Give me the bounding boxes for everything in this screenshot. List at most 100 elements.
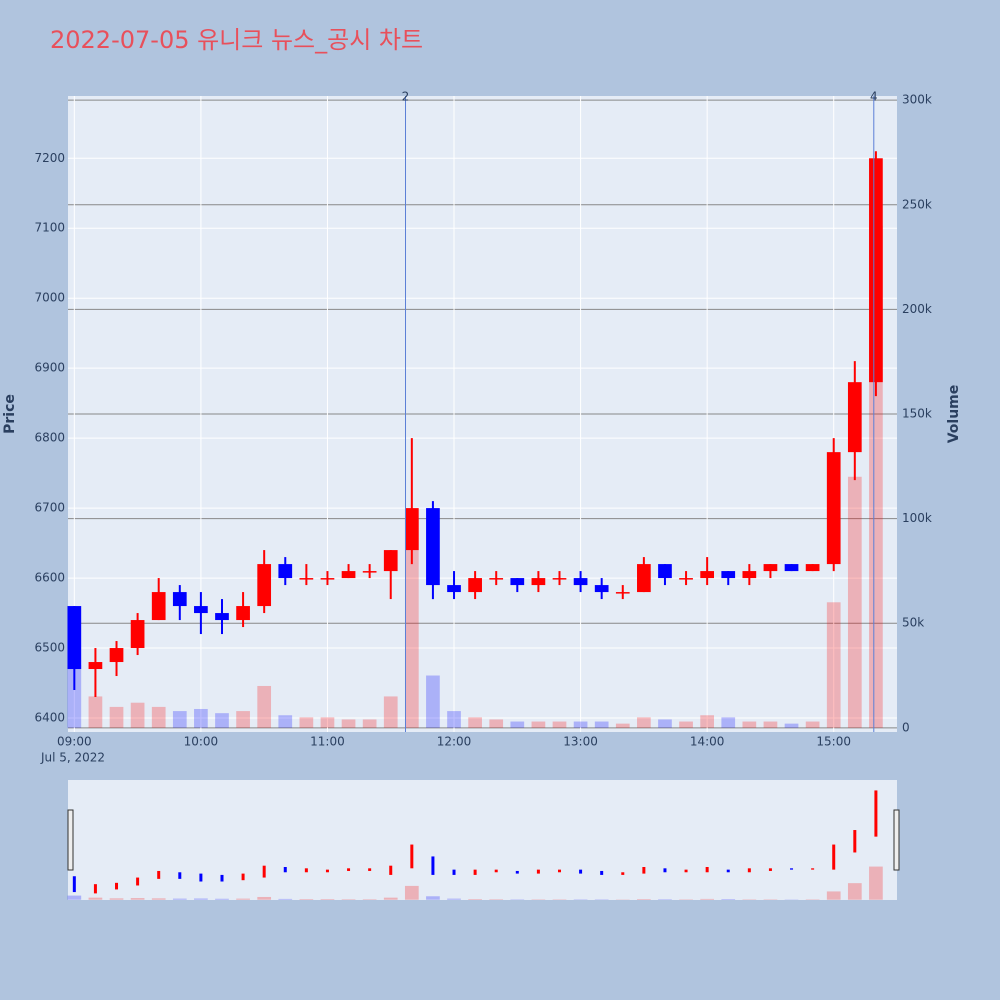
volume-bar (637, 717, 651, 728)
candle-body (489, 578, 504, 580)
slider-volume-bar (67, 895, 82, 900)
slider-volume-bar (869, 866, 883, 900)
slider-volume-bar (194, 898, 208, 900)
candle-body (88, 662, 103, 670)
volume-bar (468, 717, 482, 728)
slider-volume-bar (847, 883, 862, 900)
annotation-label: 4 (870, 90, 878, 104)
candle-body (700, 571, 715, 579)
candle-body (763, 564, 778, 572)
volume-bar (615, 723, 630, 728)
volume-bar (404, 518, 419, 728)
candle-body (383, 550, 398, 572)
slider-volume-bar (383, 897, 398, 900)
y-tick-label: 6600 (34, 571, 65, 585)
volume-bar (510, 721, 525, 728)
volume-bar (88, 696, 103, 728)
volume-bar (594, 721, 609, 728)
volume-bar (573, 721, 588, 728)
slider-volume-bar (88, 897, 103, 900)
volume-bar (784, 723, 799, 728)
candle-body (869, 158, 883, 383)
volume-bar (826, 602, 841, 728)
candle-body (531, 578, 546, 586)
volume-bar (172, 711, 187, 728)
volume-bar (847, 476, 862, 728)
y-tick-label: 6400 (34, 711, 65, 725)
y2-tick-label: 200k (902, 302, 932, 316)
slider-volume-bar (320, 899, 335, 900)
candle-body (847, 382, 862, 453)
annotation-label: 2 (402, 90, 410, 104)
y2-tick-label: 150k (902, 407, 932, 421)
slider-volume-bar (426, 896, 440, 900)
slider-volume-bar (826, 891, 841, 900)
x-tick-label: 09:00 (57, 735, 92, 749)
volume-bar (320, 717, 335, 728)
slider-volume-bar (109, 898, 124, 900)
slider-volume-bar (700, 898, 715, 900)
candle-body (721, 571, 736, 579)
x-tick-label: 13:00 (563, 735, 598, 749)
candle-body (215, 613, 229, 621)
candle-body (299, 578, 314, 580)
y-tick-label: 6900 (34, 361, 65, 375)
volume-bar (679, 721, 693, 728)
candle-body (742, 571, 757, 579)
candle-body (594, 585, 609, 593)
volume-bar (447, 711, 461, 728)
candle-body (573, 578, 588, 586)
slider-volume-bar (236, 898, 250, 900)
y-tick-label: 7100 (34, 221, 65, 235)
y2-tick-label: 0 (902, 720, 910, 734)
candle-body (679, 578, 693, 580)
range-slider[interactable] (68, 780, 897, 900)
volume-bar (67, 665, 82, 728)
volume-bar (489, 719, 504, 728)
candle-body (341, 571, 356, 579)
volume-bar (278, 715, 293, 728)
candle-body (130, 620, 145, 649)
candle-body (194, 606, 208, 614)
volume-bar (721, 717, 736, 728)
slider-handle-right[interactable] (893, 809, 900, 871)
x-tick-label: 10:00 (184, 735, 219, 749)
candle-body (637, 564, 651, 593)
y-axis-title: Price (2, 394, 18, 434)
slider-volume-bar (468, 899, 482, 900)
volume-bar (236, 711, 250, 728)
candle-body (67, 606, 82, 670)
y-tick-label: 7000 (34, 291, 65, 305)
slider-volume-bar (257, 896, 272, 900)
slider-volume-bar (341, 899, 356, 900)
candle-body (151, 592, 166, 621)
slider-volume-bar (172, 898, 187, 900)
y2-tick-label: 100k (902, 511, 932, 525)
candle-body (784, 564, 799, 572)
y-tick-label: 6500 (34, 641, 65, 655)
x-tick-label: 12:00 (437, 735, 472, 749)
x-tick-label: 11:00 (310, 735, 345, 749)
date-label: Jul 5, 2022 (40, 751, 105, 765)
slider-volume-bar (404, 885, 419, 900)
volume-bar (109, 706, 124, 728)
candle-body (658, 564, 672, 579)
candle-body (278, 564, 293, 579)
slider-volume-bar (447, 898, 461, 900)
candle-body (826, 452, 841, 565)
candle-body (109, 648, 124, 663)
volume-bar (552, 721, 567, 728)
slider-volume-bar (215, 898, 229, 900)
slider-volume-bar (721, 899, 736, 900)
volume-bar (531, 721, 546, 728)
volume-bar (742, 721, 757, 728)
y2-tick-label: 50k (902, 616, 924, 630)
slider-handle-left[interactable] (67, 809, 74, 871)
y2-axis-title: Volume (946, 385, 962, 444)
volume-bar (194, 708, 208, 728)
y-tick-label: 6700 (34, 501, 65, 515)
candle-body (447, 585, 461, 593)
slider-volume-bar (489, 899, 504, 900)
x-tick-label: 15:00 (816, 735, 851, 749)
candle-body (362, 571, 377, 573)
